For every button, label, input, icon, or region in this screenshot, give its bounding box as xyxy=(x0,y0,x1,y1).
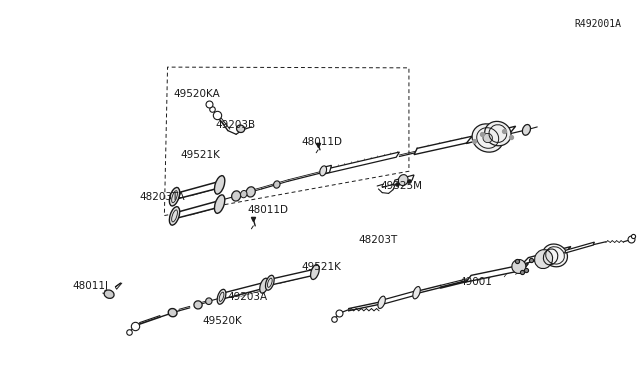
Ellipse shape xyxy=(168,308,177,317)
Ellipse shape xyxy=(170,207,180,225)
Polygon shape xyxy=(466,126,516,144)
Ellipse shape xyxy=(237,125,244,132)
Ellipse shape xyxy=(104,290,114,298)
Ellipse shape xyxy=(260,278,268,293)
Ellipse shape xyxy=(320,166,326,176)
Polygon shape xyxy=(323,152,399,174)
Text: 48011J: 48011J xyxy=(72,281,108,291)
Text: R492001A: R492001A xyxy=(575,19,621,29)
Polygon shape xyxy=(466,263,529,282)
Ellipse shape xyxy=(310,264,319,279)
Ellipse shape xyxy=(472,124,503,152)
Polygon shape xyxy=(173,200,221,219)
Polygon shape xyxy=(522,247,571,264)
Polygon shape xyxy=(322,165,332,174)
Ellipse shape xyxy=(194,301,202,309)
Ellipse shape xyxy=(484,121,511,146)
Ellipse shape xyxy=(214,195,225,213)
Polygon shape xyxy=(268,269,317,286)
Ellipse shape xyxy=(378,296,385,308)
Ellipse shape xyxy=(170,187,180,206)
Ellipse shape xyxy=(246,187,255,197)
Ellipse shape xyxy=(241,190,247,198)
Ellipse shape xyxy=(413,286,420,299)
Ellipse shape xyxy=(273,181,280,188)
Text: 49203B: 49203B xyxy=(215,120,255,130)
Polygon shape xyxy=(220,282,266,300)
Text: 49520KA: 49520KA xyxy=(174,89,221,99)
Ellipse shape xyxy=(232,191,241,201)
Ellipse shape xyxy=(398,174,408,186)
Text: 49521K: 49521K xyxy=(180,150,220,160)
Text: 49520K: 49520K xyxy=(202,316,242,326)
Ellipse shape xyxy=(217,289,226,304)
Text: 49521K: 49521K xyxy=(301,262,341,272)
Polygon shape xyxy=(564,242,595,253)
Polygon shape xyxy=(414,136,472,155)
Ellipse shape xyxy=(205,298,212,305)
Text: 48011D: 48011D xyxy=(301,137,342,147)
Ellipse shape xyxy=(266,275,274,290)
Text: 48011D: 48011D xyxy=(247,205,288,215)
Ellipse shape xyxy=(534,250,552,269)
Polygon shape xyxy=(393,175,414,185)
Text: 48203TA: 48203TA xyxy=(139,192,184,202)
Text: 49325M: 49325M xyxy=(380,181,422,191)
Ellipse shape xyxy=(522,125,531,135)
Ellipse shape xyxy=(483,134,492,142)
Text: 49001: 49001 xyxy=(460,277,493,287)
Ellipse shape xyxy=(214,176,225,194)
Ellipse shape xyxy=(543,244,568,267)
Text: 48203T: 48203T xyxy=(358,234,397,244)
Ellipse shape xyxy=(512,260,526,273)
Polygon shape xyxy=(380,290,419,305)
Polygon shape xyxy=(173,181,221,200)
Text: 49203A: 49203A xyxy=(228,292,268,302)
